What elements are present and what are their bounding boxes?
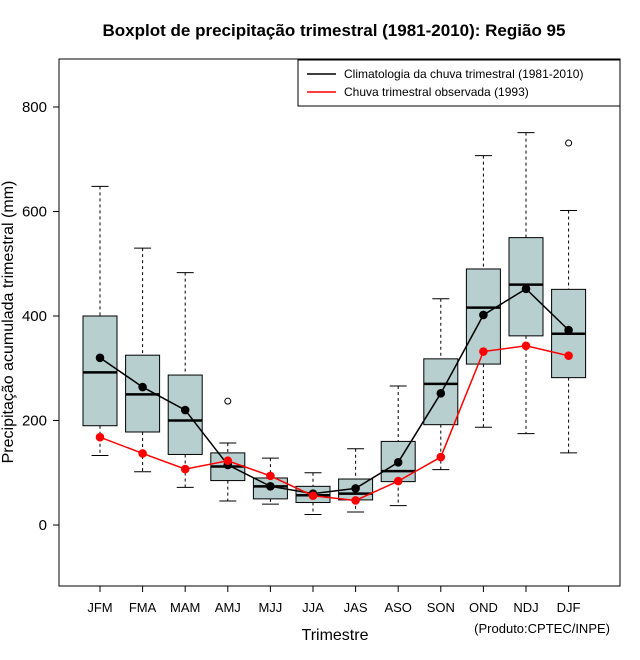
- credit-label: (Produto:CPTEC/INPE): [474, 621, 610, 636]
- outlier-point: [224, 397, 232, 405]
- x-tick-label: JFM: [87, 600, 112, 615]
- x-tick-label: AMJ: [215, 600, 241, 615]
- outlier-point: [565, 139, 573, 147]
- box-ond: [465, 155, 501, 428]
- x-tick-label: MAM: [170, 600, 200, 615]
- x-tick-label: SON: [427, 600, 455, 615]
- series-layer: [95, 284, 573, 505]
- x-tick-label: OND: [469, 600, 498, 615]
- y-tick-label: 600: [22, 204, 47, 221]
- series-point: [479, 347, 488, 356]
- x-tick-label: FMA: [129, 600, 157, 615]
- series-point: [138, 449, 147, 458]
- boxes-layer: [82, 132, 587, 516]
- series-point: [266, 471, 275, 481]
- y-axis-label: Precipitação acumulada trimestral (mm): [0, 181, 17, 464]
- series-point: [436, 389, 446, 398]
- y-tick-label: 800: [22, 99, 47, 116]
- box-jfm: [82, 185, 118, 457]
- y-axis: 0 200 400 600 800: [22, 99, 60, 534]
- box-fma: [125, 247, 161, 473]
- series-point: [521, 341, 531, 351]
- box-iqr: [82, 315, 118, 427]
- series-point: [95, 432, 105, 442]
- series-point: [180, 405, 190, 415]
- y-tick-label: 400: [22, 308, 47, 325]
- chart-title: Boxplot de precipitação trimestral (1981…: [103, 21, 566, 40]
- series-line: [99, 287, 570, 495]
- x-tick-label: MJJ: [258, 600, 282, 615]
- y-tick-label: 0: [39, 517, 47, 534]
- x-tick-label: JAS: [344, 600, 368, 615]
- series-point: [351, 496, 360, 505]
- x-tick-label: DJF: [557, 600, 581, 615]
- series-point: [393, 476, 403, 486]
- box-iqr: [167, 374, 203, 455]
- legend-label-observada: Chuva trimestral observada (1993): [344, 85, 529, 99]
- series-point: [180, 464, 190, 474]
- series-observada: [95, 341, 573, 505]
- series-point: [393, 458, 403, 467]
- box-aso: [380, 385, 416, 507]
- series-point: [223, 456, 233, 466]
- x-tick-label: NDJ: [513, 600, 538, 615]
- series-climatologia: [95, 284, 573, 498]
- series-line: [99, 345, 569, 502]
- series-point: [266, 482, 275, 491]
- legend-frame: [297, 59, 621, 107]
- series-point: [351, 484, 360, 493]
- x-tick-label: JJA: [302, 600, 324, 615]
- legend-label-climatologia: Climatologia da chuva trimestral (1981-2…: [344, 67, 583, 81]
- box-mam: [167, 272, 203, 488]
- box-son: [423, 298, 459, 471]
- series-point: [521, 284, 531, 294]
- series-point: [138, 382, 147, 392]
- box-djf: [551, 139, 587, 454]
- x-axis-label: Trimestre: [302, 627, 369, 644]
- series-point: [564, 325, 573, 335]
- series-point: [95, 353, 105, 363]
- series-point: [308, 491, 318, 501]
- box-ndj: [508, 132, 544, 435]
- series-point: [564, 351, 573, 361]
- x-tick-label: ASO: [384, 600, 411, 615]
- series-point: [479, 310, 488, 320]
- y-tick-label: 200: [22, 413, 47, 430]
- x-axis: JFM FMA MAM AMJ MJJ JJA JAS ASO SON OND NDJ DJF: [87, 585, 581, 615]
- legend: Climatologia da chuva trimestral (1981-2…: [297, 59, 621, 107]
- series-point: [436, 452, 446, 462]
